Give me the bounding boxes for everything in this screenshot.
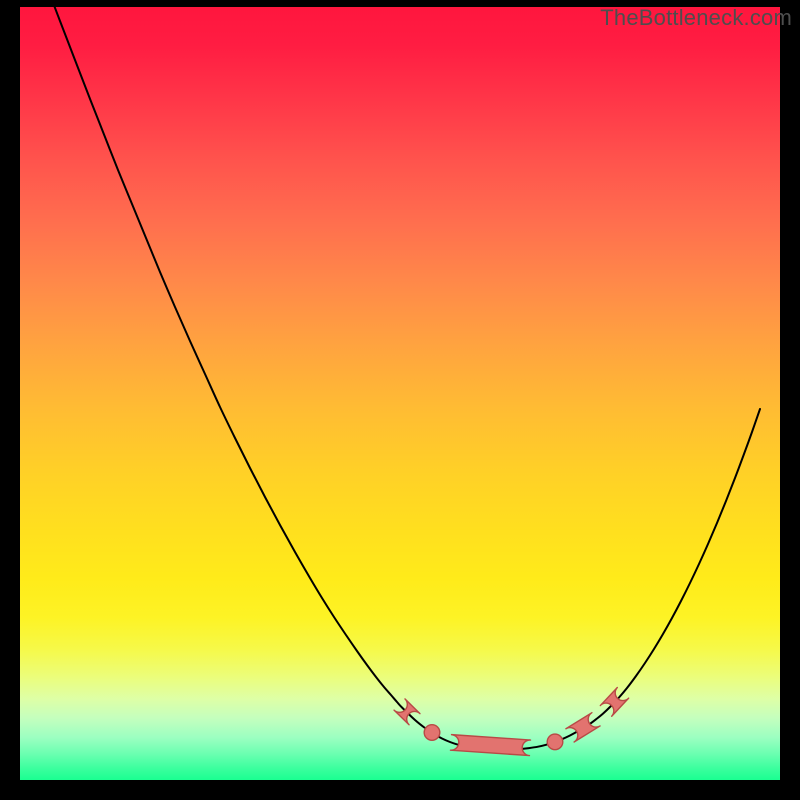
plot-area — [20, 7, 780, 780]
chart-svg — [20, 7, 780, 780]
watermark-text: TheBottleneck.com — [600, 5, 792, 31]
marker-circle — [547, 734, 563, 750]
marker-circle — [424, 725, 440, 741]
gradient-background — [20, 7, 780, 780]
